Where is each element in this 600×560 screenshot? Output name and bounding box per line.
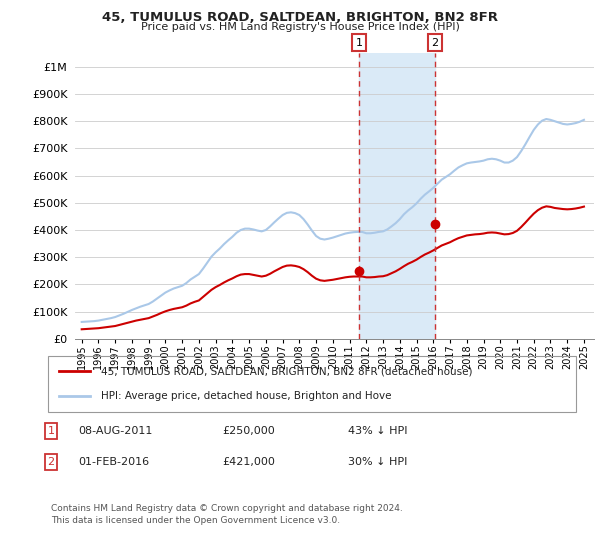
Text: 45, TUMULUS ROAD, SALTDEAN, BRIGHTON, BN2 8FR: 45, TUMULUS ROAD, SALTDEAN, BRIGHTON, BN… xyxy=(102,11,498,24)
Text: 2: 2 xyxy=(47,457,55,467)
Text: £250,000: £250,000 xyxy=(222,426,275,436)
Text: 43% ↓ HPI: 43% ↓ HPI xyxy=(348,426,407,436)
Text: 08-AUG-2011: 08-AUG-2011 xyxy=(78,426,152,436)
Bar xyxy=(359,53,434,339)
Text: Price paid vs. HM Land Registry's House Price Index (HPI): Price paid vs. HM Land Registry's House … xyxy=(140,22,460,32)
Text: Contains HM Land Registry data © Crown copyright and database right 2024.
This d: Contains HM Land Registry data © Crown c… xyxy=(51,504,403,525)
Text: 45, TUMULUS ROAD, SALTDEAN, BRIGHTON, BN2 8FR (detached house): 45, TUMULUS ROAD, SALTDEAN, BRIGHTON, BN… xyxy=(101,366,472,376)
Text: 1: 1 xyxy=(47,426,55,436)
Text: 1: 1 xyxy=(356,38,363,48)
Text: 01-FEB-2016: 01-FEB-2016 xyxy=(78,457,149,467)
Text: HPI: Average price, detached house, Brighton and Hove: HPI: Average price, detached house, Brig… xyxy=(101,391,391,401)
Text: 30% ↓ HPI: 30% ↓ HPI xyxy=(348,457,407,467)
Text: £421,000: £421,000 xyxy=(222,457,275,467)
Text: 2: 2 xyxy=(431,38,438,48)
